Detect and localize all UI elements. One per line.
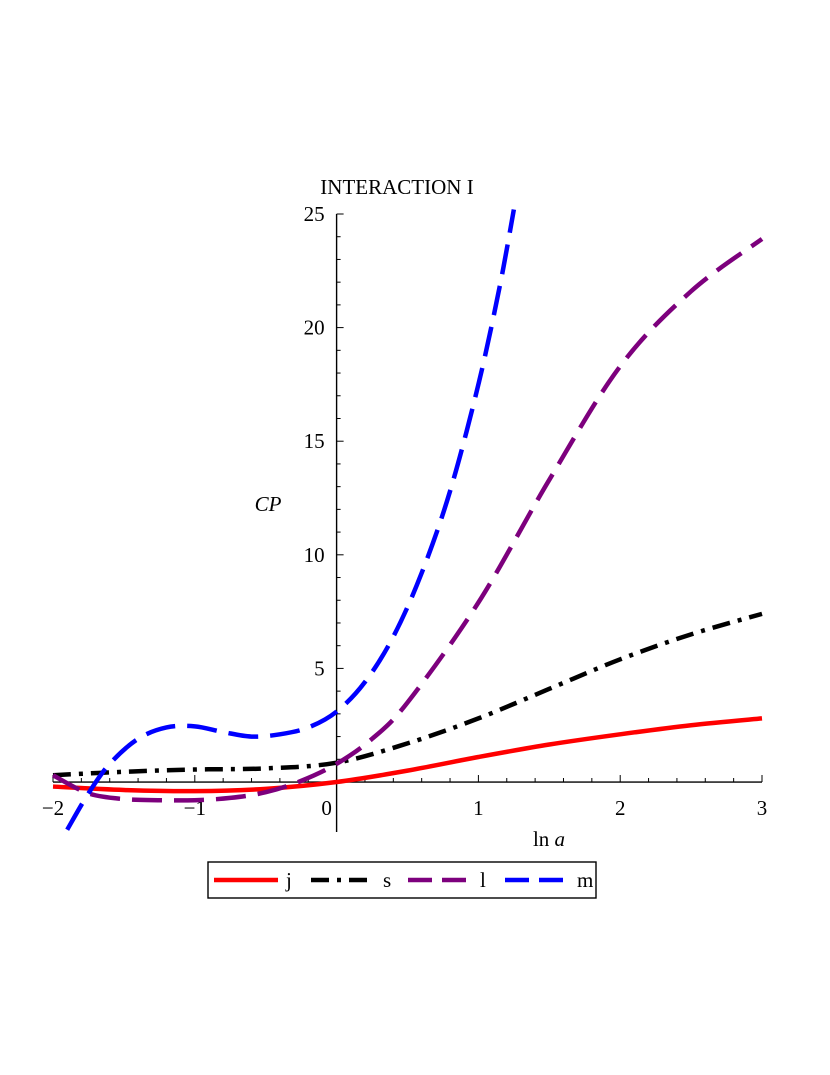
x-tick-label: 1 [473, 796, 484, 820]
legend-label-j: j [285, 868, 292, 892]
legend-label-l: l [480, 868, 486, 892]
y-tick-label: 5 [314, 656, 325, 680]
x-axis-label-variable: a [555, 827, 566, 851]
legend-label-m: m [577, 868, 593, 892]
y-axis-label: CP [255, 492, 282, 516]
series-line-l [51, 237, 764, 803]
y-tick-label: 15 [304, 429, 325, 453]
series-line-s [52, 611, 763, 778]
y-tick-label: 10 [304, 543, 325, 567]
x-tick-label: −2 [42, 796, 64, 820]
x-tick-label: 0 [321, 796, 332, 820]
series-line-j [52, 716, 763, 794]
axes [53, 214, 762, 832]
chart-title: INTERACTION I [320, 175, 473, 199]
x-axis-label-prefix: ln [533, 827, 550, 851]
series-lines [51, 209, 764, 831]
legend-label-s: s [383, 868, 391, 892]
y-tick-label: 25 [304, 202, 325, 226]
x-tick-label: 2 [615, 796, 626, 820]
x-axis-label: ln a [533, 827, 565, 851]
y-tick-label: 20 [304, 316, 325, 340]
x-tick-label: 3 [757, 796, 768, 820]
series-line-m [65, 209, 517, 831]
